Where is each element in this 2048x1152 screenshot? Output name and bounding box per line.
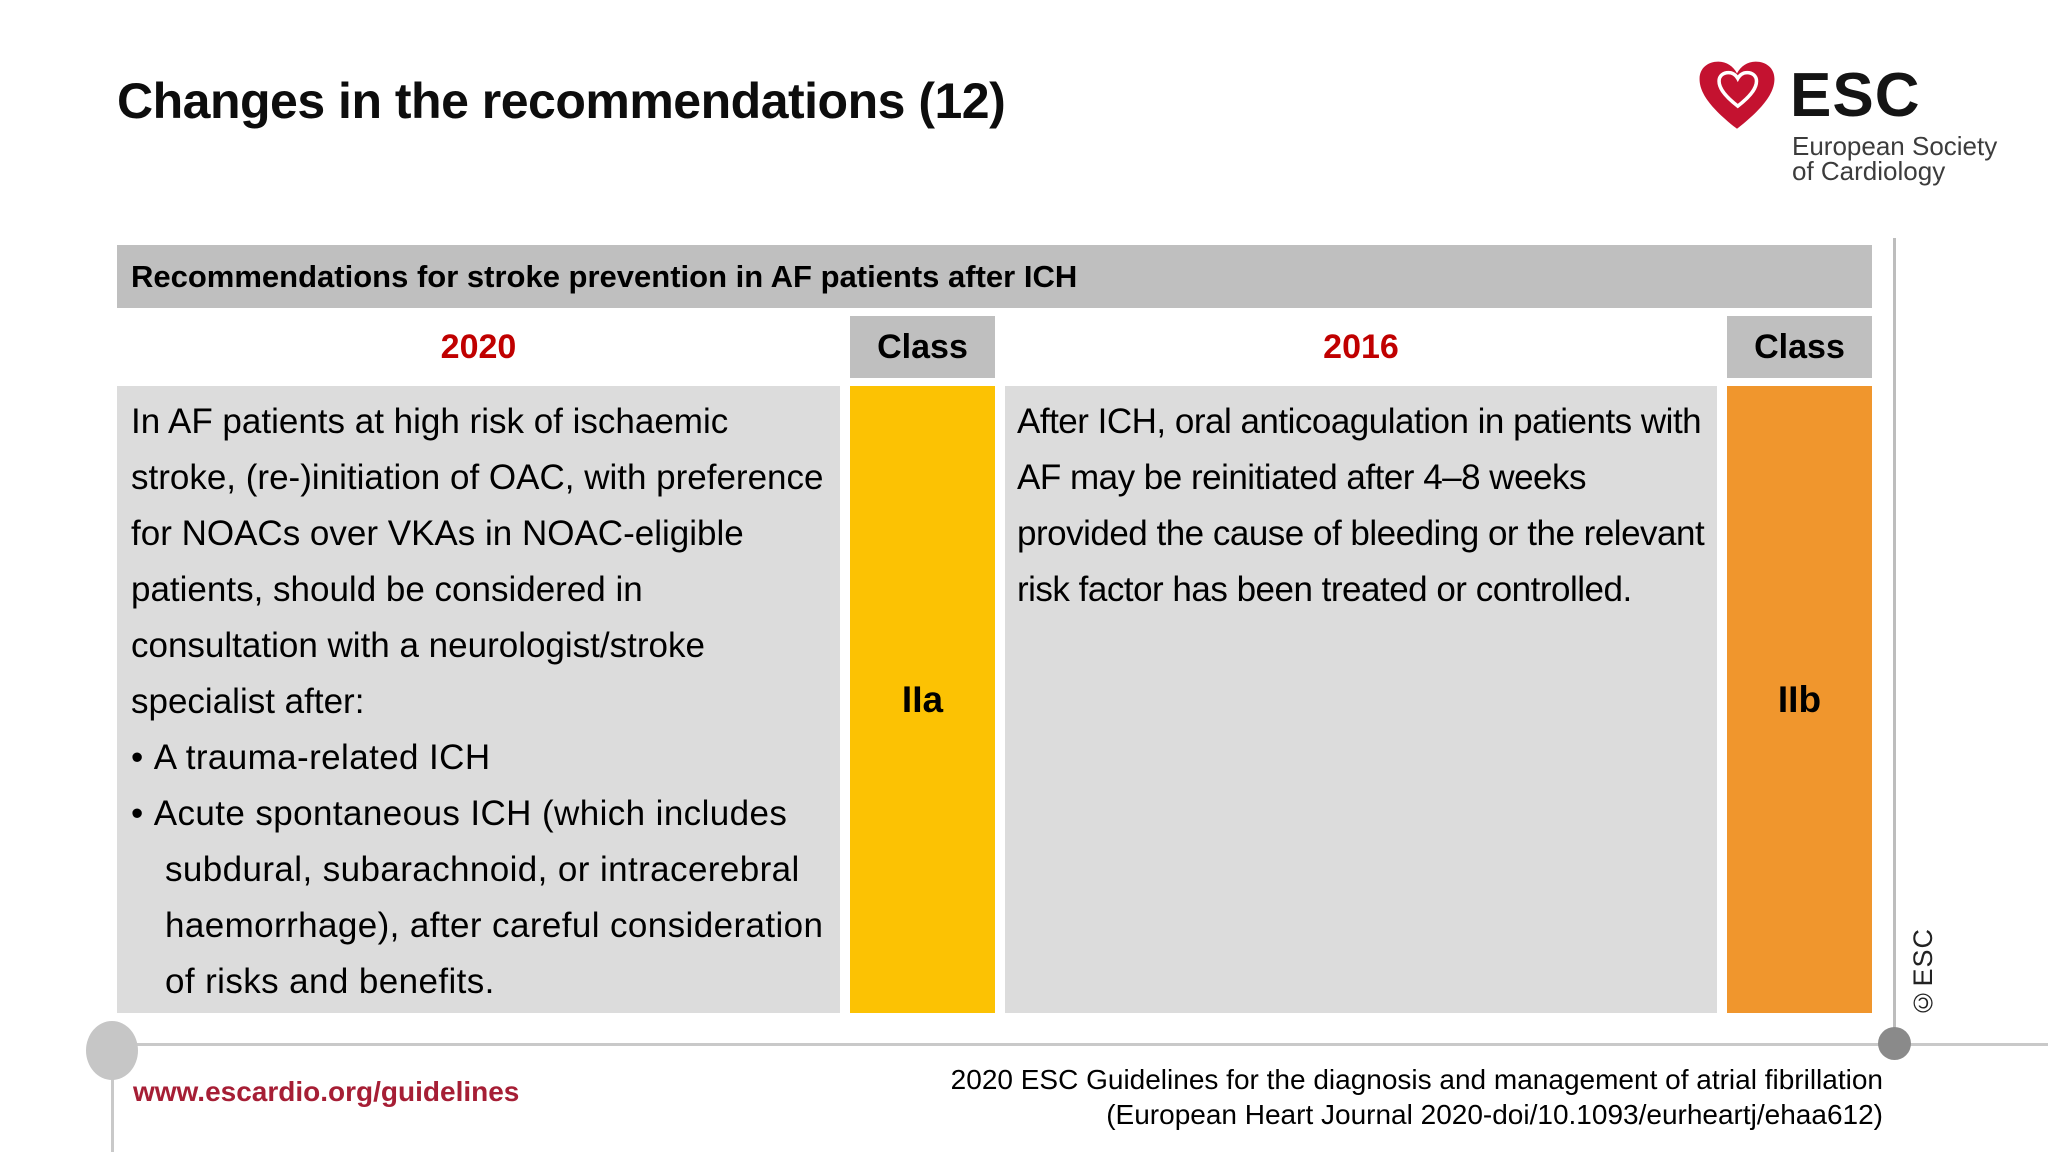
column-header-2020: 2020 (117, 316, 840, 378)
esc-logo-subtitle-line1: European Society (1792, 131, 1998, 161)
recommendation-2020-paragraph: In AF patients at high risk of ischaemic… (131, 402, 824, 721)
cell-class-iia: IIa (850, 386, 995, 1013)
recommendation-2020-bullet-list: A trauma-related ICH Acute spontaneous I… (131, 730, 826, 1010)
esc-logo-subtitle-line2: of Cardiology (1792, 156, 1946, 186)
reference-line2: (European Heart Journal 2020-doi/10.1093… (1106, 1099, 1883, 1130)
footer-horizontal-line (112, 1043, 2048, 1046)
reference-line1: 2020 ESC Guidelines for the diagnosis an… (950, 1064, 1883, 1095)
column-header-2016: 2016 (1005, 316, 1717, 378)
column-header-class-2016: Class (1727, 316, 1872, 378)
esc-heart-icon (1699, 61, 1775, 129)
recommendations-table: Recommendations for stroke prevention in… (117, 245, 1872, 1013)
cell-class-iib: IIb (1727, 386, 1872, 1013)
right-gray-circle (1878, 1027, 1911, 1060)
left-vertical-line (111, 1050, 114, 1152)
left-gray-circle (86, 1021, 138, 1080)
column-header-class-2020: Class (850, 316, 995, 378)
page-title: Changes in the recommendations (12) (117, 73, 1006, 129)
table-title-bar: Recommendations for stroke prevention in… (117, 245, 1872, 308)
cell-2020-recommendation: In AF patients at high risk of ischaemic… (117, 386, 840, 1013)
reference-text: 2020 ESC Guidelines for the diagnosis an… (951, 1062, 1883, 1132)
cell-2016-recommendation: After ICH, oral anticoagulation in patie… (1005, 386, 1717, 1013)
esc-logo-subtitle: European Society of Cardiology (1792, 131, 1998, 186)
esc-logo-text: ESC (1790, 61, 1921, 130)
bullet-trauma-ich: A trauma-related ICH (131, 730, 826, 786)
right-vertical-line (1893, 238, 1896, 1044)
guidelines-link[interactable]: www.escardio.org/guidelines (133, 1076, 520, 1107)
bullet-spontaneous-ich: Acute spontaneous ICH (which includes su… (131, 786, 826, 1010)
esc-copyright: ©ESC (1908, 928, 1938, 1018)
